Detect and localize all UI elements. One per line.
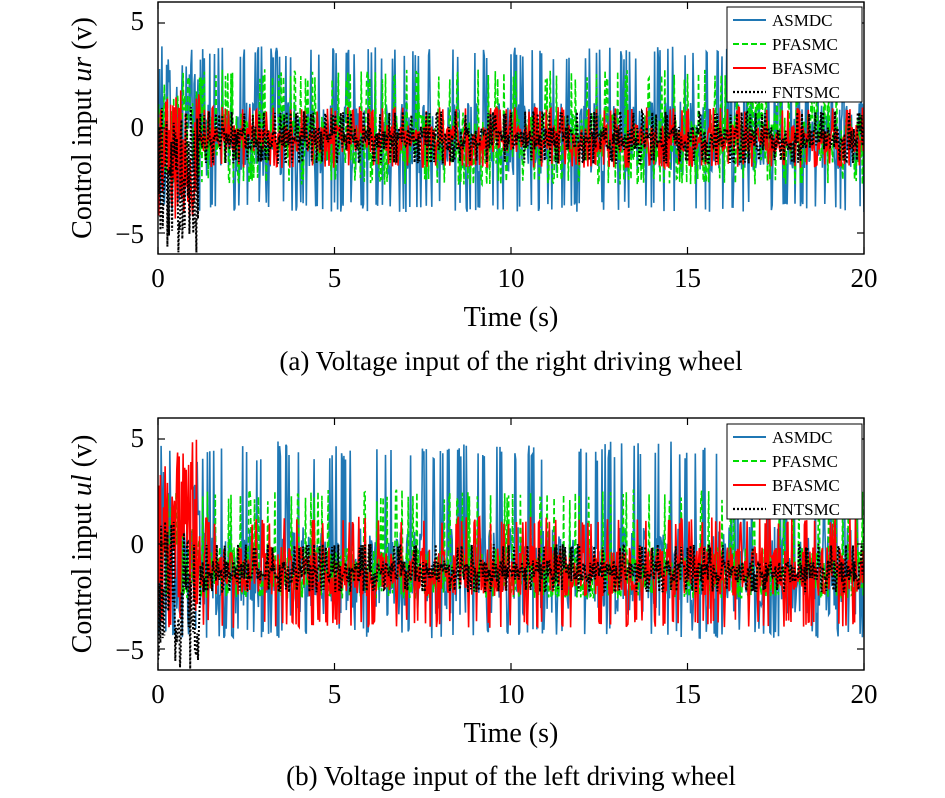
panel-a-ylabel: Control input ur (v) <box>67 17 98 239</box>
panel-b-ylabel-variable: ul <box>67 474 98 496</box>
panel-b-ylabel: Control input ul (v) <box>67 435 98 654</box>
panel-b-legend-label: PFASMC <box>772 452 838 471</box>
panel-b-xtick-label: 10 <box>498 679 525 709</box>
panel-a-legend-label: PFASMC <box>772 35 838 54</box>
panel-a: 5 0 −5 0 5 10 15 20 Time (s) Control inp… <box>67 1 878 376</box>
panel-a-xtick-label: 20 <box>851 263 878 293</box>
panel-b-xtick-label: 15 <box>674 679 701 709</box>
panel-b-ytick-label: 5 <box>131 423 145 453</box>
panel-a-legend-label: FNTSMC <box>772 83 840 102</box>
panel-a-xtick-label: 15 <box>674 263 701 293</box>
panel-a-caption: (a) Voltage input of the right driving w… <box>279 346 742 376</box>
panel-a-xtick-label: 10 <box>498 263 525 293</box>
series-line-bfasmc <box>158 439 864 630</box>
series-line-fntsmc <box>158 107 864 253</box>
panel-a-legend: ASMDC PFASMC BFASMC FNTSMC <box>726 6 863 103</box>
panel-b: 5 0 −5 0 5 10 15 20 Time (s) Control inp… <box>67 417 878 791</box>
panel-a-ylabel-prefix: Control input <box>67 82 98 239</box>
panel-b-xtick-label: 5 <box>328 679 342 709</box>
panel-a-ytick-label: −5 <box>115 219 144 249</box>
panel-a-legend-label: BFASMC <box>772 59 840 78</box>
panel-b-legend-label: BFASMC <box>772 476 840 495</box>
panel-b-caption: (b) Voltage input of the left driving wh… <box>286 761 736 791</box>
panel-a-xlabel: Time (s) <box>464 302 559 333</box>
panel-b-xlabel: Time (s) <box>464 718 559 749</box>
panel-b-xtick-label: 20 <box>851 679 878 709</box>
panel-a-traces <box>158 44 864 253</box>
panel-a-ylabel-variable: ur <box>67 57 98 82</box>
panel-a-ytick-label: 0 <box>131 112 145 142</box>
panel-b-legend: ASMDC PFASMC BFASMC FNTSMC <box>726 423 863 520</box>
panel-b-traces <box>158 439 864 669</box>
panel-b-ylabel-prefix: Control input <box>67 496 98 653</box>
panel-b-ytick-label: −5 <box>115 635 144 665</box>
panel-b-tick-marks <box>157 418 865 670</box>
panel-a-xtick-label: 5 <box>328 263 342 293</box>
panel-a-legend-box <box>726 6 863 103</box>
panel-a-xtick-label: 0 <box>151 263 165 293</box>
panel-a-legend-label: ASMDC <box>772 11 832 30</box>
panel-b-legend-label: ASMDC <box>772 428 832 447</box>
panel-b-ylabel-unit: (v) <box>67 435 98 475</box>
panel-a-tick-marks <box>157 2 865 254</box>
panel-b-legend-box <box>726 423 863 520</box>
panel-a-ylabel-unit: (v) <box>67 17 98 57</box>
panel-a-ytick-label: 5 <box>131 6 145 36</box>
panel-b-ytick-label: 0 <box>131 529 145 559</box>
panel-b-xtick-label: 0 <box>151 679 165 709</box>
panel-b-legend-label: FNTSMC <box>772 500 840 519</box>
